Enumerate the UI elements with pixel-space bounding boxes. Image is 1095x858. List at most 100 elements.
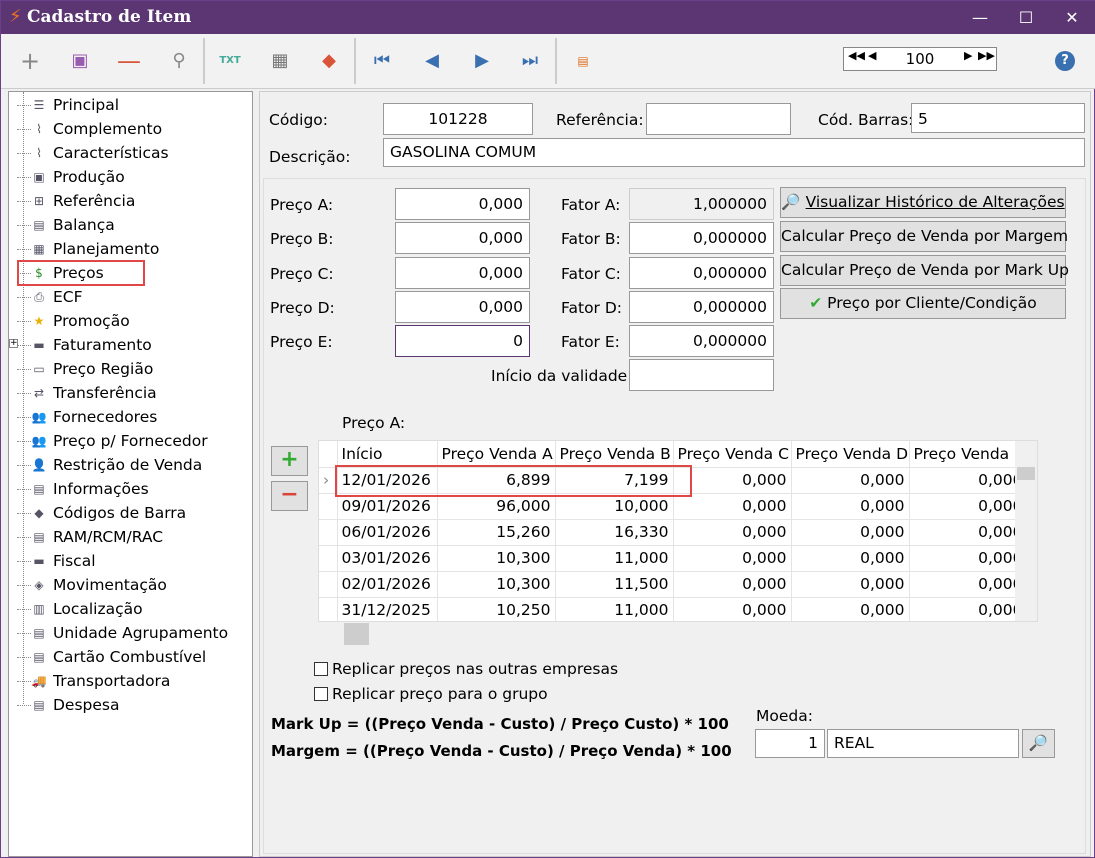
eraser-icon[interactable]: ◆	[322, 50, 336, 71]
cliente-button[interactable]: ✔ Preço por Cliente/Condição	[780, 288, 1066, 319]
preco-2-input[interactable]: 0,000	[395, 256, 530, 289]
search-icon[interactable]: ⚲	[172, 50, 186, 71]
sidebar-item-complemento[interactable]: ⌇ Complemento	[9, 117, 249, 141]
first-record-icon[interactable]: ◀◀	[848, 49, 865, 62]
column-header[interactable]: Preço Venda D	[791, 441, 910, 468]
sidebar-item-unidade-agrupamento[interactable]: ▤ Unidade Agrupamento	[9, 621, 249, 645]
moeda-code-input[interactable]: 1	[755, 729, 825, 758]
horizontal-scrollbar[interactable]	[318, 622, 1038, 646]
next-record-icon[interactable]: ▶	[964, 49, 973, 62]
sidebar-item-transfer-ncia[interactable]: ⇄ Transferência	[9, 381, 249, 405]
barras-label: Cód. Barras:	[818, 111, 914, 129]
tree-connector	[17, 417, 31, 418]
column-header[interactable]: Preço Venda B	[555, 441, 674, 468]
sidebar-item-refer-ncia[interactable]: ⊞ Referência	[9, 189, 249, 213]
h-scrollbar-thumb[interactable]	[344, 623, 369, 645]
fator-2-input[interactable]: 0,000000	[629, 256, 774, 289]
first-icon[interactable]: ⏮	[373, 50, 391, 71]
tree-icon: ⊞	[33, 194, 45, 208]
column-header[interactable]: Preço Venda C	[673, 441, 792, 468]
sidebar-item-fiscal[interactable]: ▬ Fiscal	[9, 549, 249, 573]
sidebar-item-despesa[interactable]: ▤ Despesa	[9, 693, 249, 717]
remove-row-button[interactable]: −	[271, 481, 308, 511]
help-icon[interactable]: ?	[1055, 51, 1075, 71]
row-indicator	[319, 545, 338, 572]
replicar-grupo-checkbox[interactable]	[314, 687, 328, 701]
expand-icon[interactable]: +	[9, 338, 18, 348]
referencia-input[interactable]	[646, 103, 791, 135]
tree-connector	[17, 441, 31, 442]
markup-button[interactable]: Calcular Preço de Venda por Mark Up	[780, 255, 1069, 286]
sidebar-item-principal[interactable]: ☰ Principal	[9, 93, 249, 117]
fator-0-input[interactable]: 1,000000	[629, 188, 774, 220]
margem-button[interactable]: Calcular Preço de Venda por Margem	[780, 221, 1068, 252]
sidebar-item-c-digos-de-barra[interactable]: ◆ Códigos de Barra	[9, 501, 249, 525]
maximize-button[interactable]: ☐	[1018, 8, 1034, 27]
record-number[interactable]: 100	[905, 50, 935, 68]
row-indicator	[319, 493, 338, 520]
fator-1-input[interactable]: 0,000000	[629, 222, 774, 255]
moeda-name-input[interactable]: REAL	[827, 729, 1019, 758]
plus-icon[interactable]: +	[19, 47, 41, 75]
last-record-icon[interactable]: ▶▶	[978, 49, 995, 62]
close-button[interactable]: ✕	[1065, 8, 1079, 27]
sidebar-item-faturamento[interactable]: + ▬ Faturamento	[9, 333, 249, 357]
sidebar-item-pre-o-regi-o[interactable]: ▭ Preço Região	[9, 357, 249, 381]
sidebar-item-movimenta-o[interactable]: ◈ Movimentação	[9, 573, 249, 597]
next-icon[interactable]: ▶	[475, 50, 489, 71]
column-header[interactable]: Preço Venda E	[909, 441, 1028, 468]
minus-icon[interactable]: —	[117, 47, 141, 75]
sidebar-item-cart-o-combust-vel[interactable]: ▤ Cartão Combustível	[9, 645, 249, 669]
sidebar-item-fornecedores[interactable]: 👥 Fornecedores	[9, 405, 249, 429]
fator-4-input[interactable]: 0,000000	[629, 325, 774, 358]
sidebar-item-produ-o[interactable]: ▣ Produção	[9, 165, 249, 189]
sidebar-item-pre-o-p-fornecedor[interactable]: 👥 Preço p/ Fornecedor	[9, 429, 249, 453]
preco-0-input[interactable]: 0,000	[395, 188, 530, 220]
sidebar-item-ram-rcm-rac[interactable]: ▤ RAM/RCM/RAC	[9, 525, 249, 549]
clip-icon: ⌇	[36, 146, 42, 160]
sidebar-item-promo-o[interactable]: ★ Promoção	[9, 309, 249, 333]
moeda-search-button[interactable]: 🔎	[1022, 729, 1055, 758]
sidebar-item-ecf[interactable]: ⎙ ECF	[9, 285, 249, 309]
sidebar-item-planejamento[interactable]: ▦ Planejamento	[9, 237, 249, 261]
log-icon[interactable]: ▤	[577, 54, 589, 68]
replicar-empresas-checkbox[interactable]	[314, 662, 328, 676]
sidebar-item-localiza-o[interactable]: ▥ Localização	[9, 597, 249, 621]
txt-export-icon[interactable]: TXT	[219, 55, 241, 66]
record-navigator[interactable]: ◀◀ ◀ 100 ▶ ▶▶	[843, 47, 997, 71]
preco-3-input[interactable]: 0,000	[395, 290, 530, 323]
add-row-button[interactable]: +	[271, 446, 308, 476]
vertical-scrollbar[interactable]	[1015, 441, 1037, 621]
codigo-input[interactable]: 101228	[383, 103, 533, 135]
sidebar-item-restri-o-de-venda[interactable]: 👤 Restrição de Venda	[9, 453, 249, 477]
sidebar-item-informa-es[interactable]: ▤ Informações	[9, 477, 249, 501]
prev-record-icon[interactable]: ◀	[868, 49, 877, 62]
minimize-button[interactable]: —	[972, 8, 988, 27]
sidebar-item-balan-a[interactable]: ▤ Balança	[9, 213, 249, 237]
barras-input[interactable]: 5	[911, 103, 1085, 133]
column-header[interactable]: Preço Venda A	[437, 441, 556, 468]
prev-icon[interactable]: ◀	[425, 50, 439, 71]
scrollbar-thumb[interactable]	[1017, 467, 1035, 480]
sidebar-item-transportadora[interactable]: 🚚 Transportadora	[9, 669, 249, 693]
validade-input[interactable]	[629, 359, 774, 391]
fator-3-input[interactable]: 0,000000	[629, 290, 774, 323]
grid-icon[interactable]: ▦	[271, 50, 289, 71]
sidebar-item-caracter-sticas[interactable]: ⌇ Características	[9, 141, 249, 165]
column-header[interactable]: Início	[337, 441, 438, 468]
save-icon[interactable]: ▣	[71, 50, 89, 71]
preco-4-label: Preço E:	[270, 333, 333, 352]
preco-1-input[interactable]: 0,000	[395, 222, 530, 255]
tree-connector	[17, 345, 31, 346]
sidebar-item-pre-os[interactable]: $ Preços	[9, 261, 249, 285]
descricao-input[interactable]: GASOLINA COMUM	[383, 138, 1085, 167]
last-icon[interactable]: ⏭	[521, 50, 539, 71]
historico-button[interactable]: 🔎 Visualizar Histórico de Alterações	[780, 187, 1066, 218]
preco-4-input[interactable]: 0	[395, 325, 530, 358]
